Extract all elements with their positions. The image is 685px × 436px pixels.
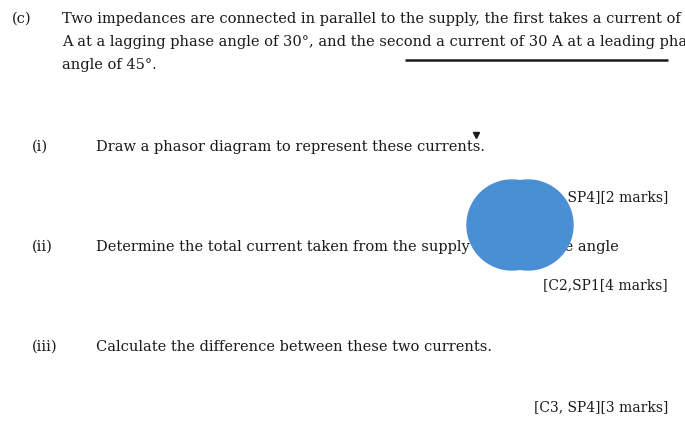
Text: (iii): (iii) — [32, 340, 58, 354]
Text: (i): (i) — [32, 140, 48, 154]
Text: Two impedances are connected in parallel to the supply, the first takes a curren: Two impedances are connected in parallel… — [62, 12, 685, 72]
Circle shape — [483, 180, 573, 270]
Text: [C3, SP4][2 marks]: [C3, SP4][2 marks] — [534, 190, 668, 204]
Text: (c): (c) — [12, 12, 32, 26]
Text: (ii): (ii) — [32, 240, 53, 254]
Circle shape — [467, 180, 557, 270]
Text: Determine the total current taken from the supply and its phase angle: Determine the total current taken from t… — [96, 240, 619, 254]
Text: Draw a phasor diagram to represent these currents.: Draw a phasor diagram to represent these… — [96, 140, 485, 154]
Text: [C3, SP4][3 marks]: [C3, SP4][3 marks] — [534, 400, 668, 414]
Text: Calculate the difference between these two currents.: Calculate the difference between these t… — [96, 340, 492, 354]
Text: [C2,SP1[4 marks]: [C2,SP1[4 marks] — [543, 278, 668, 292]
